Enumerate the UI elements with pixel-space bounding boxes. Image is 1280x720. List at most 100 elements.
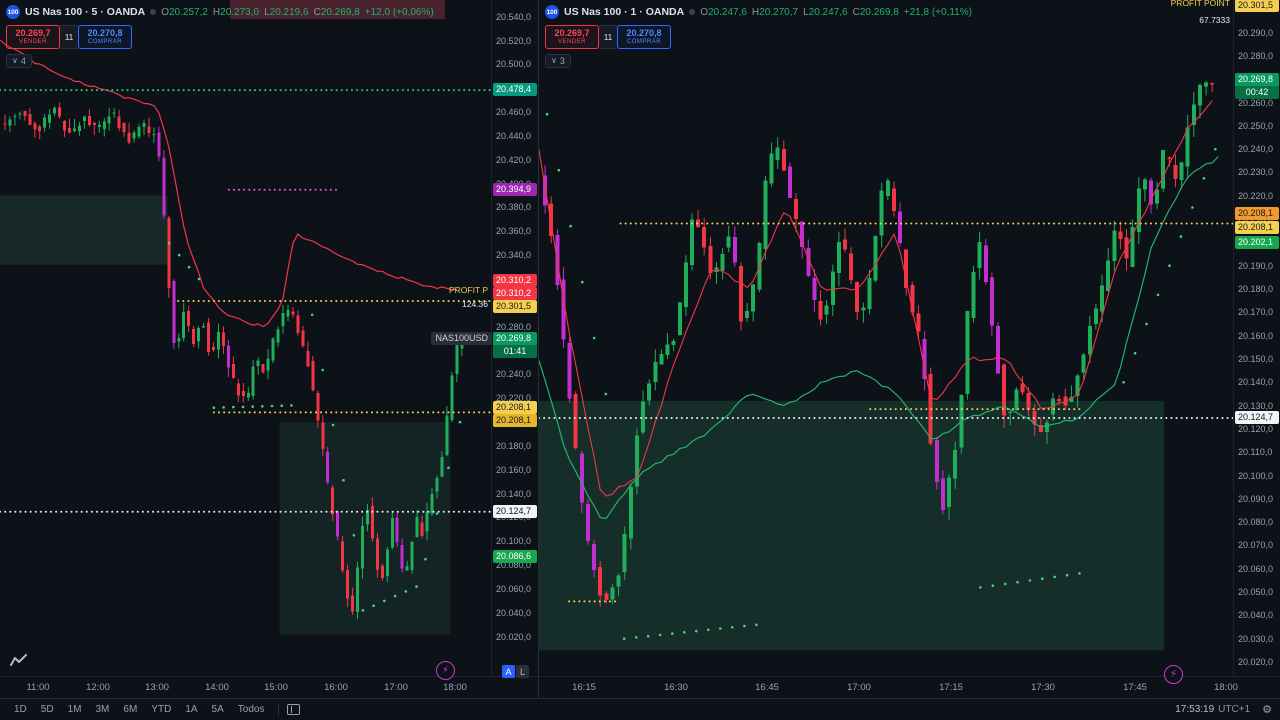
timeframe-all-button[interactable]: Todos <box>237 704 265 715</box>
spread-value: 11 <box>60 25 78 49</box>
price-tick-label: 20.340,0 <box>496 250 532 260</box>
trade-widget: 20.269,7 VENDER 11 20.270,8 COMPRAR <box>545 25 972 49</box>
lightning-icon: ⚡ <box>1169 669 1178 680</box>
price-tick-label: 20.070,0 <box>1238 540 1274 550</box>
low-label: L <box>803 6 809 18</box>
status-dot-icon <box>689 9 696 15</box>
price-tag: NAS100USD 20.269,8 01:41 <box>431 332 537 358</box>
time-axis[interactable]: 16:15 16:30 16:45 17:00 17:15 17:30 17:45 18:00 <box>539 676 1280 698</box>
close-label: C <box>852 6 860 18</box>
time-tick-label: 17:30 <box>1031 682 1055 693</box>
clock-timezone: UTC+1 <box>1218 704 1251 715</box>
price-tick-label: 20.090,0 <box>1238 494 1274 504</box>
time-tick-label: 11:00 <box>26 682 50 693</box>
bottom-toolbar: 1D 5D 1M 3M 6M YTD 1A 5A Todos 17:53:19 U… <box>0 698 1280 720</box>
collapse-indicators-button[interactable]: ∨ 4 <box>6 54 32 68</box>
auto-scale-button[interactable]: A <box>502 665 515 678</box>
symbol-title[interactable]: US Nas 100 · 1 · OANDA <box>564 6 685 18</box>
price-tag: 20.310,2 <box>493 287 537 300</box>
change-value: +12,0 (+0,06%) <box>364 6 434 18</box>
sell-price: 20.269,7 <box>15 28 51 38</box>
time-tick-label: 15:00 <box>264 682 288 693</box>
price-tag: 20.301,5 <box>493 300 537 313</box>
price-tick-label: 20.130,0 <box>1238 401 1274 411</box>
time-tick-label: 14:00 <box>205 682 229 693</box>
buy-label: COMPRAR <box>87 39 123 45</box>
indicator-count: 3 <box>559 56 565 66</box>
price-tick-label: 20.060,0 <box>496 584 532 594</box>
price-tick-label: 20.520,0 <box>496 36 532 46</box>
tradingview-logo[interactable] <box>10 654 28 672</box>
buy-button[interactable]: 20.270,8 COMPRAR <box>617 25 671 49</box>
time-tick-label: 17:15 <box>939 682 963 693</box>
price-tick-label: 20.290,0 <box>1238 28 1274 38</box>
buy-label: COMPRAR <box>626 39 662 45</box>
open-value: 20.257,2 <box>168 6 208 18</box>
timeframe-1y-button[interactable]: 1A <box>185 704 198 715</box>
collapse-indicators-button[interactable]: ∨ 3 <box>545 54 571 68</box>
indicator-count: 4 <box>20 56 26 66</box>
price-tick-label: 20.050,0 <box>1238 587 1274 597</box>
indicator-value-label: 124.36 <box>462 299 488 309</box>
price-tag: 20.208,1 <box>1235 221 1279 234</box>
price-tick-label: 20.030,0 <box>1238 634 1274 644</box>
time-tick-label: 16:45 <box>755 682 779 693</box>
timeframe-ytd-button[interactable]: YTD <box>151 704 172 715</box>
open-label: O <box>161 6 169 18</box>
price-tick-label: 20.540,0 <box>496 12 532 22</box>
sell-label: VENDER <box>18 39 47 45</box>
price-tick-label: 20.160,0 <box>1238 331 1274 341</box>
quick-trade-button[interactable]: ⚡ <box>1164 665 1183 684</box>
sell-button[interactable]: 20.269,7 VENDER <box>6 25 60 49</box>
buy-button[interactable]: 20.270,8 COMPRAR <box>78 25 132 49</box>
chart-plot-area[interactable]: PROFIT POINT 67.7333 <box>539 0 1233 676</box>
chart-plot-area[interactable]: PROFIT P 124.36 <box>0 0 491 676</box>
clock[interactable]: 17:53:19 UTC+1 <box>1175 704 1250 715</box>
price-tick-label: 20.260,0 <box>1238 98 1274 108</box>
timeframe-5d-button[interactable]: 5D <box>40 704 54 715</box>
high-label: H <box>212 6 221 18</box>
panel-icon[interactable] <box>287 704 301 715</box>
price-tick-label: 20.060,0 <box>1238 564 1274 574</box>
timeframe-6m-button[interactable]: 6M <box>123 704 138 715</box>
low-value: 20.219,6 <box>269 6 309 18</box>
price-tick-label: 20.240,0 <box>496 369 532 379</box>
ohlc-readout: O20.257,2 H20.273,0 L20.219,6 C20.269,8 … <box>161 7 434 18</box>
gear-icon[interactable]: ⚙ <box>1262 704 1272 716</box>
price-tick-label: 20.380,0 <box>496 202 532 212</box>
timeframe-5y-button[interactable]: 5A <box>211 704 224 715</box>
close-value: 20.269,8 <box>859 6 899 18</box>
time-tick-label: 16:00 <box>324 682 348 693</box>
timeframe-3m-button[interactable]: 3M <box>95 704 110 715</box>
trade-widget: 20.269,7 VENDER 11 20.270,8 COMPRAR <box>6 25 434 49</box>
price-axis[interactable]: 20.020,0 20.030,0 20.040,0 20.050,0 20.060,0… <box>1233 0 1280 676</box>
log-scale-button[interactable]: L <box>516 665 529 678</box>
candlestick-chart-canvas[interactable] <box>539 0 1233 676</box>
price-tick-label: 20.180,0 <box>1238 284 1274 294</box>
price-tick-label: 20.280,0 <box>496 322 532 332</box>
sell-button[interactable]: 20.269,7 VENDER <box>545 25 599 49</box>
low-value: 20.247,6 <box>808 6 848 18</box>
price-tick-label: 20.020,0 <box>496 632 532 642</box>
price-tag: 20.208,1 <box>493 401 537 414</box>
status-dot-icon <box>150 9 157 15</box>
symbol-title[interactable]: US Nas 100 · 5 · OANDA <box>25 6 146 18</box>
price-tick-label: 20.150,0 <box>1238 354 1274 364</box>
price-tick-label: 20.240,0 <box>1238 144 1274 154</box>
chevron-down-icon: ∨ <box>12 56 18 65</box>
symbol-logo-icon: 100 <box>6 5 20 19</box>
price-tag: 20.394,9 <box>493 183 537 196</box>
time-axis[interactable]: 11:00 12:00 13:00 14:00 15:00 16:00 17:00 18:00 <box>0 676 538 698</box>
buy-price: 20.270,8 <box>626 28 662 38</box>
timeframe-1d-button[interactable]: 1D <box>14 704 27 715</box>
price-tick-label: 20.110,0 <box>1238 447 1273 457</box>
time-tick-label: 17:00 <box>384 682 408 693</box>
timeframe-1m-button[interactable]: 1M <box>67 704 82 715</box>
price-tag: 20.208,1 <box>1235 207 1279 220</box>
quick-trade-button[interactable]: ⚡ <box>436 661 455 680</box>
price-tick-label: 20.250,0 <box>1238 121 1274 131</box>
candlestick-chart-canvas[interactable] <box>0 0 491 676</box>
price-tag: 20.301,5 <box>1235 0 1279 12</box>
spread-value: 11 <box>599 25 617 49</box>
